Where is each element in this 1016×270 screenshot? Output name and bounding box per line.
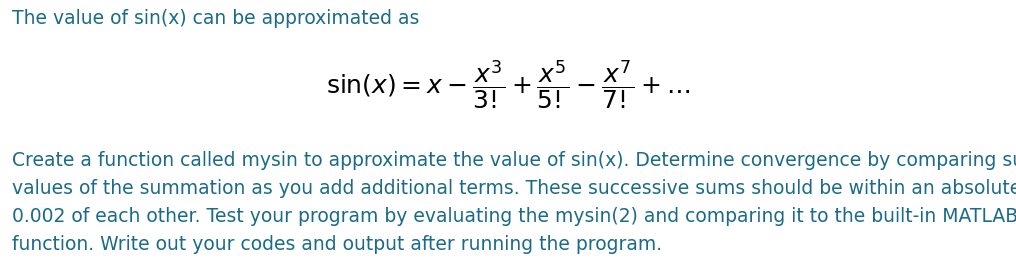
Text: The value of sin(x) can be approximated as: The value of sin(x) can be approximated …	[12, 9, 420, 28]
Text: Create a function called mysin to approximate the value of sin(x). Determine con: Create a function called mysin to approx…	[12, 151, 1016, 254]
Text: $\sin(x) = x - \dfrac{x^3}{3!} + \dfrac{x^5}{5!} - \dfrac{x^7}{7!} + \ldots$: $\sin(x) = x - \dfrac{x^3}{3!} + \dfrac{…	[326, 59, 690, 112]
